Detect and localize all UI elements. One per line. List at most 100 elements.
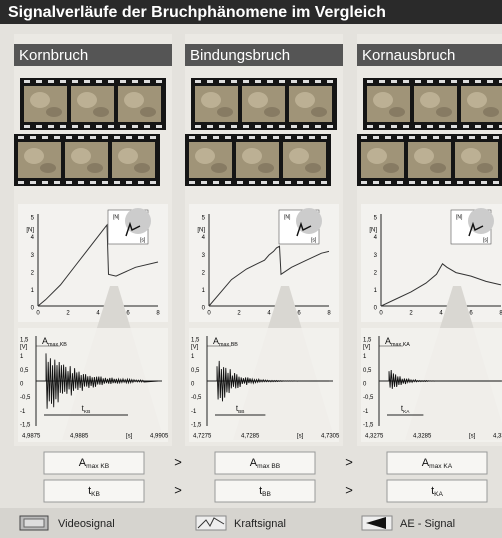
ae-panel xyxy=(361,328,502,442)
inset-y-unit: [N] xyxy=(284,214,291,220)
sprocket xyxy=(255,125,261,128)
x-unit: [s] xyxy=(297,434,304,440)
sprocket xyxy=(66,181,72,184)
title: Signalverläufe der Bruchphänomene im Ver… xyxy=(8,4,386,21)
y-unit: [V] xyxy=(20,345,28,351)
sprocket xyxy=(291,125,297,128)
sprocket xyxy=(108,80,114,83)
inset-highlight xyxy=(296,208,322,234)
inset-y-unit: [N] xyxy=(456,214,463,220)
sprocket xyxy=(72,80,78,83)
y-tick-label: -0,5 xyxy=(191,395,202,401)
frame-texture xyxy=(436,107,452,117)
sprocket xyxy=(433,181,439,184)
sprocket xyxy=(403,125,409,128)
sprocket xyxy=(78,181,84,184)
sprocket xyxy=(96,80,102,83)
sprocket xyxy=(72,125,78,128)
sprocket xyxy=(261,181,267,184)
x-tick-label: 4,3275 xyxy=(365,434,384,440)
sprocket xyxy=(249,181,255,184)
sprocket xyxy=(391,125,397,128)
sprocket xyxy=(303,80,309,83)
subscript: BB xyxy=(238,409,244,415)
sprocket xyxy=(475,80,481,83)
sprocket xyxy=(457,181,463,184)
sprocket xyxy=(225,181,231,184)
sprocket xyxy=(315,80,321,83)
sprocket xyxy=(367,80,373,83)
y-tick-label: 0,5 xyxy=(363,368,372,374)
sprocket xyxy=(273,136,279,139)
sprocket xyxy=(303,125,309,128)
y-tick-label: -1 xyxy=(191,409,197,415)
sprocket xyxy=(327,125,333,128)
sprocket xyxy=(48,80,54,83)
relation: > xyxy=(174,454,182,469)
sprocket xyxy=(373,181,379,184)
column-header: Bindungsbruch xyxy=(190,47,290,64)
sprocket xyxy=(403,80,409,83)
column: Bindungsbruch543210[N]02468[s][N][s]1,51… xyxy=(185,34,343,446)
x-tick-label: 4,7285 xyxy=(241,434,260,440)
frame-texture xyxy=(134,163,150,173)
subscript: max BB xyxy=(257,463,281,470)
sprocket xyxy=(126,136,132,139)
sprocket xyxy=(201,181,207,184)
subscript: max KB xyxy=(86,463,110,470)
sprocket xyxy=(267,125,273,128)
sprocket xyxy=(195,125,201,128)
frame-texture xyxy=(201,92,221,108)
y-tick-label: -1,5 xyxy=(363,423,374,429)
x-tick-label: 4,9885 xyxy=(70,434,89,440)
sprocket xyxy=(469,136,475,139)
subscript: KA xyxy=(403,409,410,415)
sprocket xyxy=(108,125,114,128)
sprocket xyxy=(90,181,96,184)
frame-texture xyxy=(289,148,309,164)
sprocket xyxy=(321,181,327,184)
frame-texture xyxy=(46,107,62,117)
y-unit: [N] xyxy=(26,228,34,234)
figure: Signalverläufe der Bruchphänomene im Ver… xyxy=(0,0,502,538)
y-unit: [N] xyxy=(369,228,377,234)
subscript: KA xyxy=(434,491,443,498)
sprocket xyxy=(150,181,156,184)
sprocket xyxy=(60,125,66,128)
sprocket xyxy=(487,125,493,128)
frame-texture xyxy=(311,107,327,117)
sprocket xyxy=(18,136,24,139)
frame-texture xyxy=(264,107,280,117)
sprocket xyxy=(439,125,445,128)
sprocket xyxy=(30,136,36,139)
inset-y-unit: [N] xyxy=(113,214,120,220)
inset-x-unit: [s] xyxy=(483,237,489,243)
sprocket xyxy=(243,80,249,83)
sprocket xyxy=(361,181,367,184)
sprocket xyxy=(138,136,144,139)
sprocket xyxy=(207,80,213,83)
frame-texture xyxy=(367,148,387,164)
sprocket xyxy=(457,136,463,139)
frame-texture xyxy=(242,148,262,164)
sprocket xyxy=(54,136,60,139)
frame-texture xyxy=(248,92,268,108)
sprocket xyxy=(427,80,433,83)
relation: > xyxy=(174,482,182,497)
frame-texture xyxy=(305,163,321,173)
sprocket xyxy=(427,125,433,128)
sprocket xyxy=(361,136,367,139)
frame-texture xyxy=(93,107,109,117)
frame-texture xyxy=(118,148,138,164)
frame-texture xyxy=(87,163,103,173)
sprocket xyxy=(114,136,120,139)
y-tick-label: -1 xyxy=(363,409,369,415)
frame-texture xyxy=(217,107,233,117)
sprocket xyxy=(90,136,96,139)
sprocket xyxy=(219,80,225,83)
sprocket xyxy=(231,80,237,83)
sprocket xyxy=(397,181,403,184)
sprocket xyxy=(150,136,156,139)
sprocket xyxy=(451,125,457,128)
sprocket xyxy=(114,181,120,184)
